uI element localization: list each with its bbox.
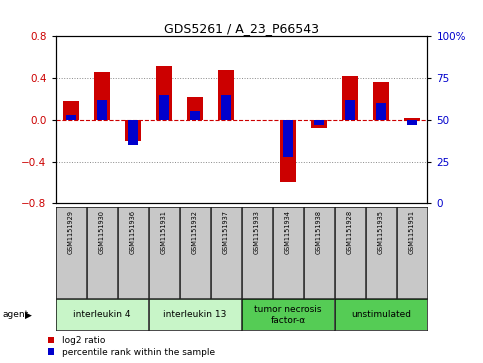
Text: GSM1151938: GSM1151938 [316,209,322,254]
Text: ▶: ▶ [25,310,32,319]
Bar [187,97,203,120]
Text: GSM1151928: GSM1151928 [347,209,353,254]
Bar [404,118,420,120]
Bar [128,120,138,145]
Bar [66,115,76,120]
Bar [156,65,172,120]
Bar [98,100,107,120]
Legend: log2 ratio, percentile rank within the sample: log2 ratio, percentile rank within the s… [48,336,214,357]
Bar [342,76,358,120]
Text: GSM1151936: GSM1151936 [130,209,136,254]
Text: GSM1151930: GSM1151930 [99,209,105,254]
Bar [125,120,141,140]
Text: tumor necrosis
factor-α: tumor necrosis factor-α [254,305,322,325]
Bar [373,82,389,120]
Bar [159,95,169,120]
Text: interleukin 13: interleukin 13 [163,310,227,319]
Bar [407,120,417,125]
Bar [94,72,110,120]
Bar [311,120,327,128]
Text: GSM1151951: GSM1151951 [409,209,415,254]
Text: agent: agent [2,310,28,319]
Title: GDS5261 / A_23_P66543: GDS5261 / A_23_P66543 [164,22,319,35]
Bar [345,100,355,120]
Text: unstimulated: unstimulated [351,310,411,319]
Bar [314,120,324,125]
Bar [63,101,79,120]
Bar [376,103,385,120]
Text: GSM1151934: GSM1151934 [285,209,291,254]
Text: GSM1151932: GSM1151932 [192,209,198,254]
Bar [221,95,231,120]
Bar [218,70,234,120]
Text: GSM1151937: GSM1151937 [223,209,229,254]
Text: GSM1151933: GSM1151933 [254,209,260,253]
Text: GSM1151931: GSM1151931 [161,209,167,253]
Text: GSM1151929: GSM1151929 [68,209,74,254]
Bar [280,120,296,182]
Bar [284,120,293,156]
Text: interleukin 4: interleukin 4 [73,310,131,319]
Bar [190,111,199,120]
Text: GSM1151935: GSM1151935 [378,209,384,254]
